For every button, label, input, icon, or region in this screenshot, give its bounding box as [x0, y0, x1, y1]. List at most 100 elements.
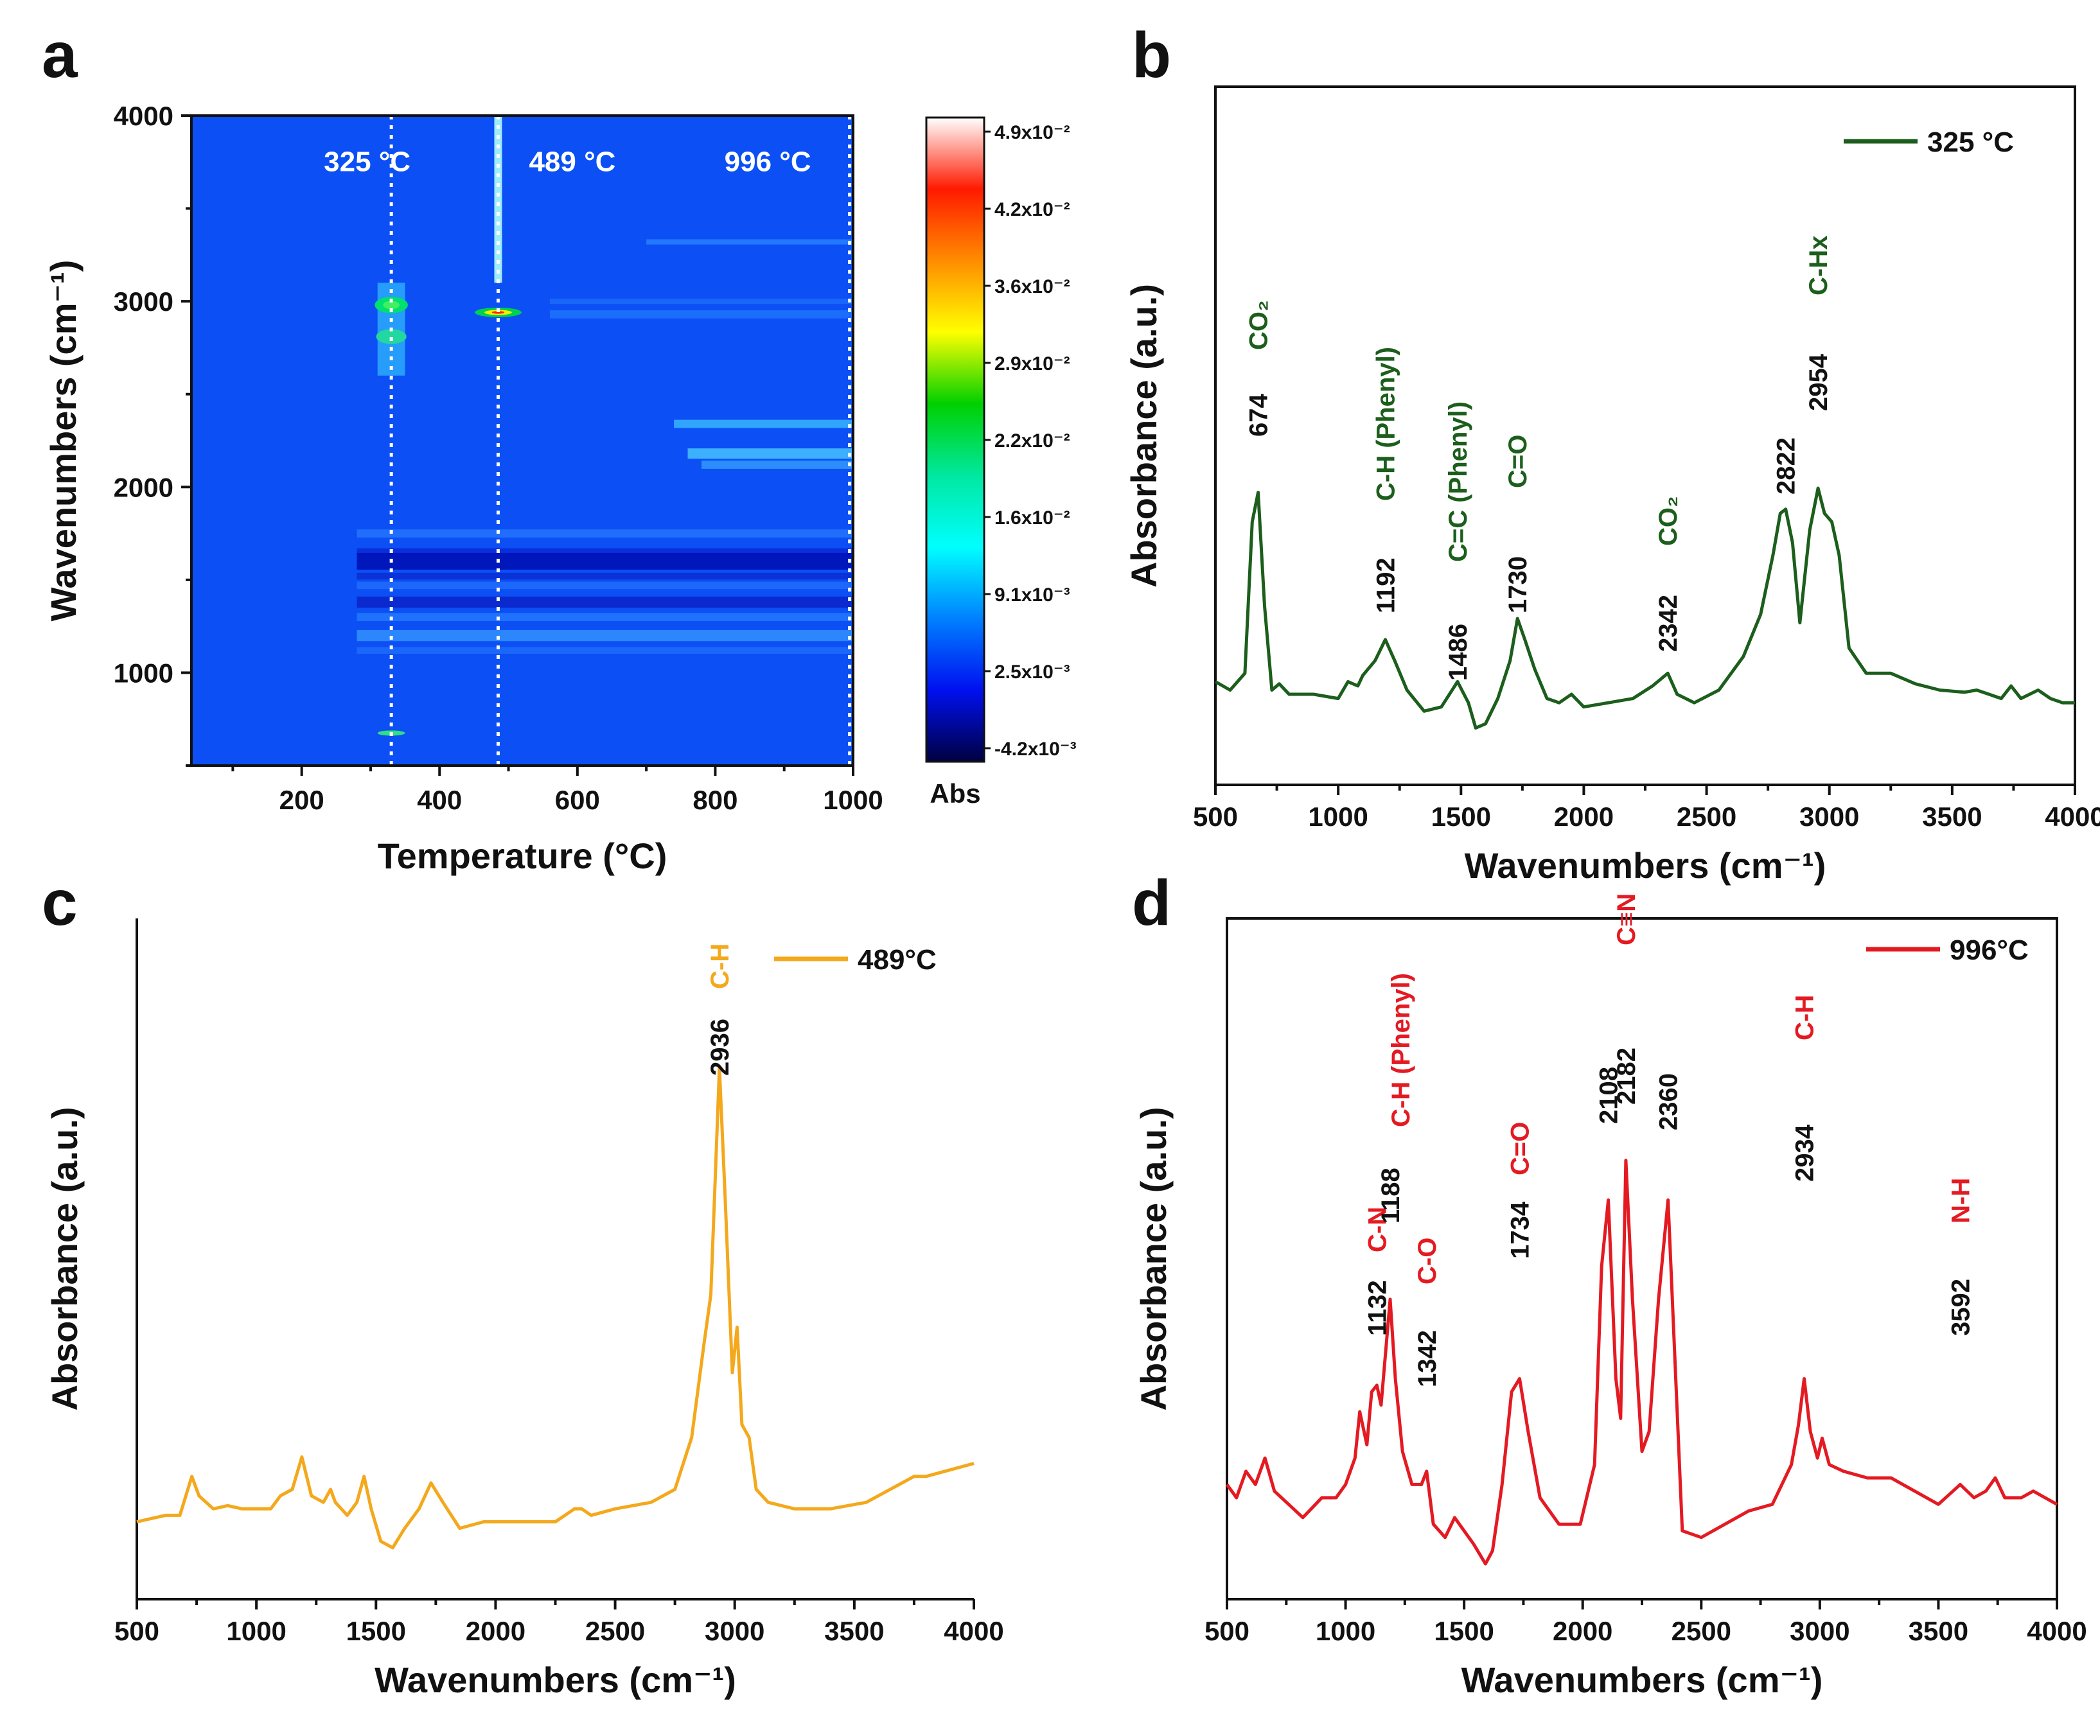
heatmap-band	[701, 460, 853, 469]
peak-assignment: C-H	[706, 943, 734, 989]
colorbar-tick-label: 1.6x10⁻²	[994, 507, 1070, 529]
x-tick-label: 500	[1204, 1616, 1249, 1646]
heatmap-blob	[491, 311, 505, 314]
y-tick-label: 1000	[114, 658, 173, 688]
x-tick-label: 2000	[1553, 1616, 1612, 1646]
heatmap-band	[357, 613, 853, 622]
peak-number: 1730	[1504, 556, 1532, 613]
x-tick-label: 4000	[2045, 802, 2100, 832]
peak-number: 2342	[1654, 595, 1682, 652]
panel-b: b 500 1000 1500 2000 2500 3000 3500 4000 Wavenumb…	[1124, 19, 2100, 886]
peak-assignment: C-O	[1413, 1238, 1442, 1284]
temperature-marker-label: 996 °C	[725, 146, 811, 178]
legend-label: 325 °C	[1927, 127, 2014, 158]
x-axis-title: Temperature (°C)	[378, 836, 667, 876]
peak-number: 1734	[1506, 1201, 1535, 1259]
x-tick-label: 600	[555, 785, 600, 815]
colorbar-tick-label: 9.1x10⁻³	[994, 584, 1070, 606]
heatmap-band	[549, 310, 853, 319]
x-tick-label: 500	[114, 1616, 159, 1646]
x-tick-label: 1000	[1308, 802, 1368, 832]
heatmap-band	[357, 629, 853, 642]
x-tick-label: 3000	[705, 1616, 764, 1646]
heatmap-blob	[376, 329, 407, 344]
heatmap-band	[687, 448, 853, 459]
temperature-marker-label: 325 °C	[324, 146, 410, 178]
x-tick-label: 800	[693, 785, 737, 815]
x-tick-label: 3000	[1790, 1616, 1849, 1646]
x-tick-label: 2000	[1554, 802, 1614, 832]
spectrum-line	[1225, 1159, 2058, 1566]
y-tick-label: 2000	[114, 472, 173, 502]
peak-number: 2936	[706, 1019, 734, 1076]
colorbar-label: Abs	[930, 778, 980, 809]
x-tick-label: 200	[279, 785, 324, 815]
colorbar	[925, 116, 985, 763]
x-tick-label: 4000	[2027, 1616, 2087, 1646]
colorbar-tick-label: 4.9x10⁻²	[994, 122, 1070, 143]
peak-number: 2934	[1790, 1124, 1819, 1182]
peak-assignment: N-H	[1946, 1178, 1975, 1223]
colorbar-tick-label: 3.6x10⁻²	[994, 276, 1070, 297]
peak-number: 3592	[1946, 1279, 1975, 1336]
temperature-marker-label: 489 °C	[529, 146, 615, 178]
x-tick-label: 1500	[1434, 1616, 1494, 1646]
plot-frame	[1226, 917, 2058, 1600]
panel-label-c: c	[42, 867, 78, 939]
peak-assignment: C-N	[1363, 1207, 1391, 1252]
y-axis-title: Absorbance (a.u.)	[44, 1107, 85, 1411]
peak-number: 1132	[1363, 1280, 1391, 1336]
plot-frame	[190, 114, 854, 767]
heatmap-band	[549, 299, 853, 304]
peak-assignment: C-H (Phenyl)	[1387, 973, 1415, 1127]
heatmap-column-489	[494, 116, 502, 283]
peak-assignment: C-H (Phenyl)	[1372, 347, 1400, 501]
peak-number: 2360	[1655, 1073, 1683, 1130]
x-tick-label: 1500	[1431, 802, 1491, 832]
x-tick-label: 3500	[1909, 1616, 1968, 1646]
heatmap-band	[674, 419, 853, 428]
peak-assignment: C-H	[1790, 995, 1819, 1040]
x-tick-label: 2500	[585, 1616, 645, 1646]
heatmap-band	[357, 552, 853, 570]
panel-label-d: d	[1132, 867, 1171, 939]
panel-d: d 500 1000 1500 2000 2500 3000 3500 4000 Wavenumb…	[1132, 867, 2087, 1700]
colorbar-tick-label: 2.5x10⁻³	[994, 662, 1070, 683]
heatmap-background	[191, 116, 853, 766]
peak-number: 674	[1245, 394, 1273, 437]
x-tick-label: 2500	[1672, 1616, 1731, 1646]
panel-a: a 325 °C 489 °C 996 °C 200 400 600 800 1000 1000 2…	[42, 19, 1077, 876]
x-axis-title: Wavenumbers (cm⁻¹)	[1465, 845, 1826, 886]
heatmap-band	[357, 548, 853, 556]
peak-assignment: C=C (Phenyl)	[1444, 401, 1472, 562]
x-tick-label: 1000	[226, 1616, 286, 1646]
panel-label-a: a	[42, 19, 78, 91]
legend-label: 996°C	[1950, 934, 2029, 966]
colorbar-tick-label: 2.9x10⁻²	[994, 353, 1070, 374]
colorbar-tick-label: 2.2x10⁻²	[994, 430, 1070, 452]
x-tick-label: 3500	[1922, 802, 1982, 832]
peak-assignment: C=O	[1506, 1122, 1535, 1175]
x-tick-label: 2000	[466, 1616, 525, 1646]
heatmap-band	[646, 239, 853, 245]
heatmap-band	[357, 596, 853, 608]
peak-number: 1486	[1444, 624, 1472, 681]
peak-number: 1192	[1372, 557, 1400, 613]
x-tick-label: 500	[1193, 802, 1238, 832]
peak-assignment: C-Hx	[1804, 236, 1833, 295]
peak-number: 2954	[1804, 353, 1833, 411]
colorbar-tick-label: 4.2x10⁻²	[994, 199, 1070, 220]
peak-number: 2822	[1772, 437, 1801, 495]
x-tick-label: 1000	[1316, 1616, 1375, 1646]
y-axis-title: Wavenumbers (cm⁻¹)	[43, 260, 84, 622]
peak-number: 1342	[1413, 1330, 1442, 1387]
panel-label-b: b	[1132, 19, 1171, 91]
peak-number: 2182	[1612, 1048, 1641, 1105]
y-axis-title: Absorbance (a.u.)	[1133, 1107, 1174, 1411]
y-tick-label: 3000	[114, 286, 173, 317]
heatmap-band	[357, 581, 853, 590]
x-tick-label: 3500	[824, 1616, 884, 1646]
legend-label: 489°C	[858, 944, 937, 976]
x-axis-title: Wavenumbers (cm⁻¹)	[1461, 1660, 1823, 1700]
